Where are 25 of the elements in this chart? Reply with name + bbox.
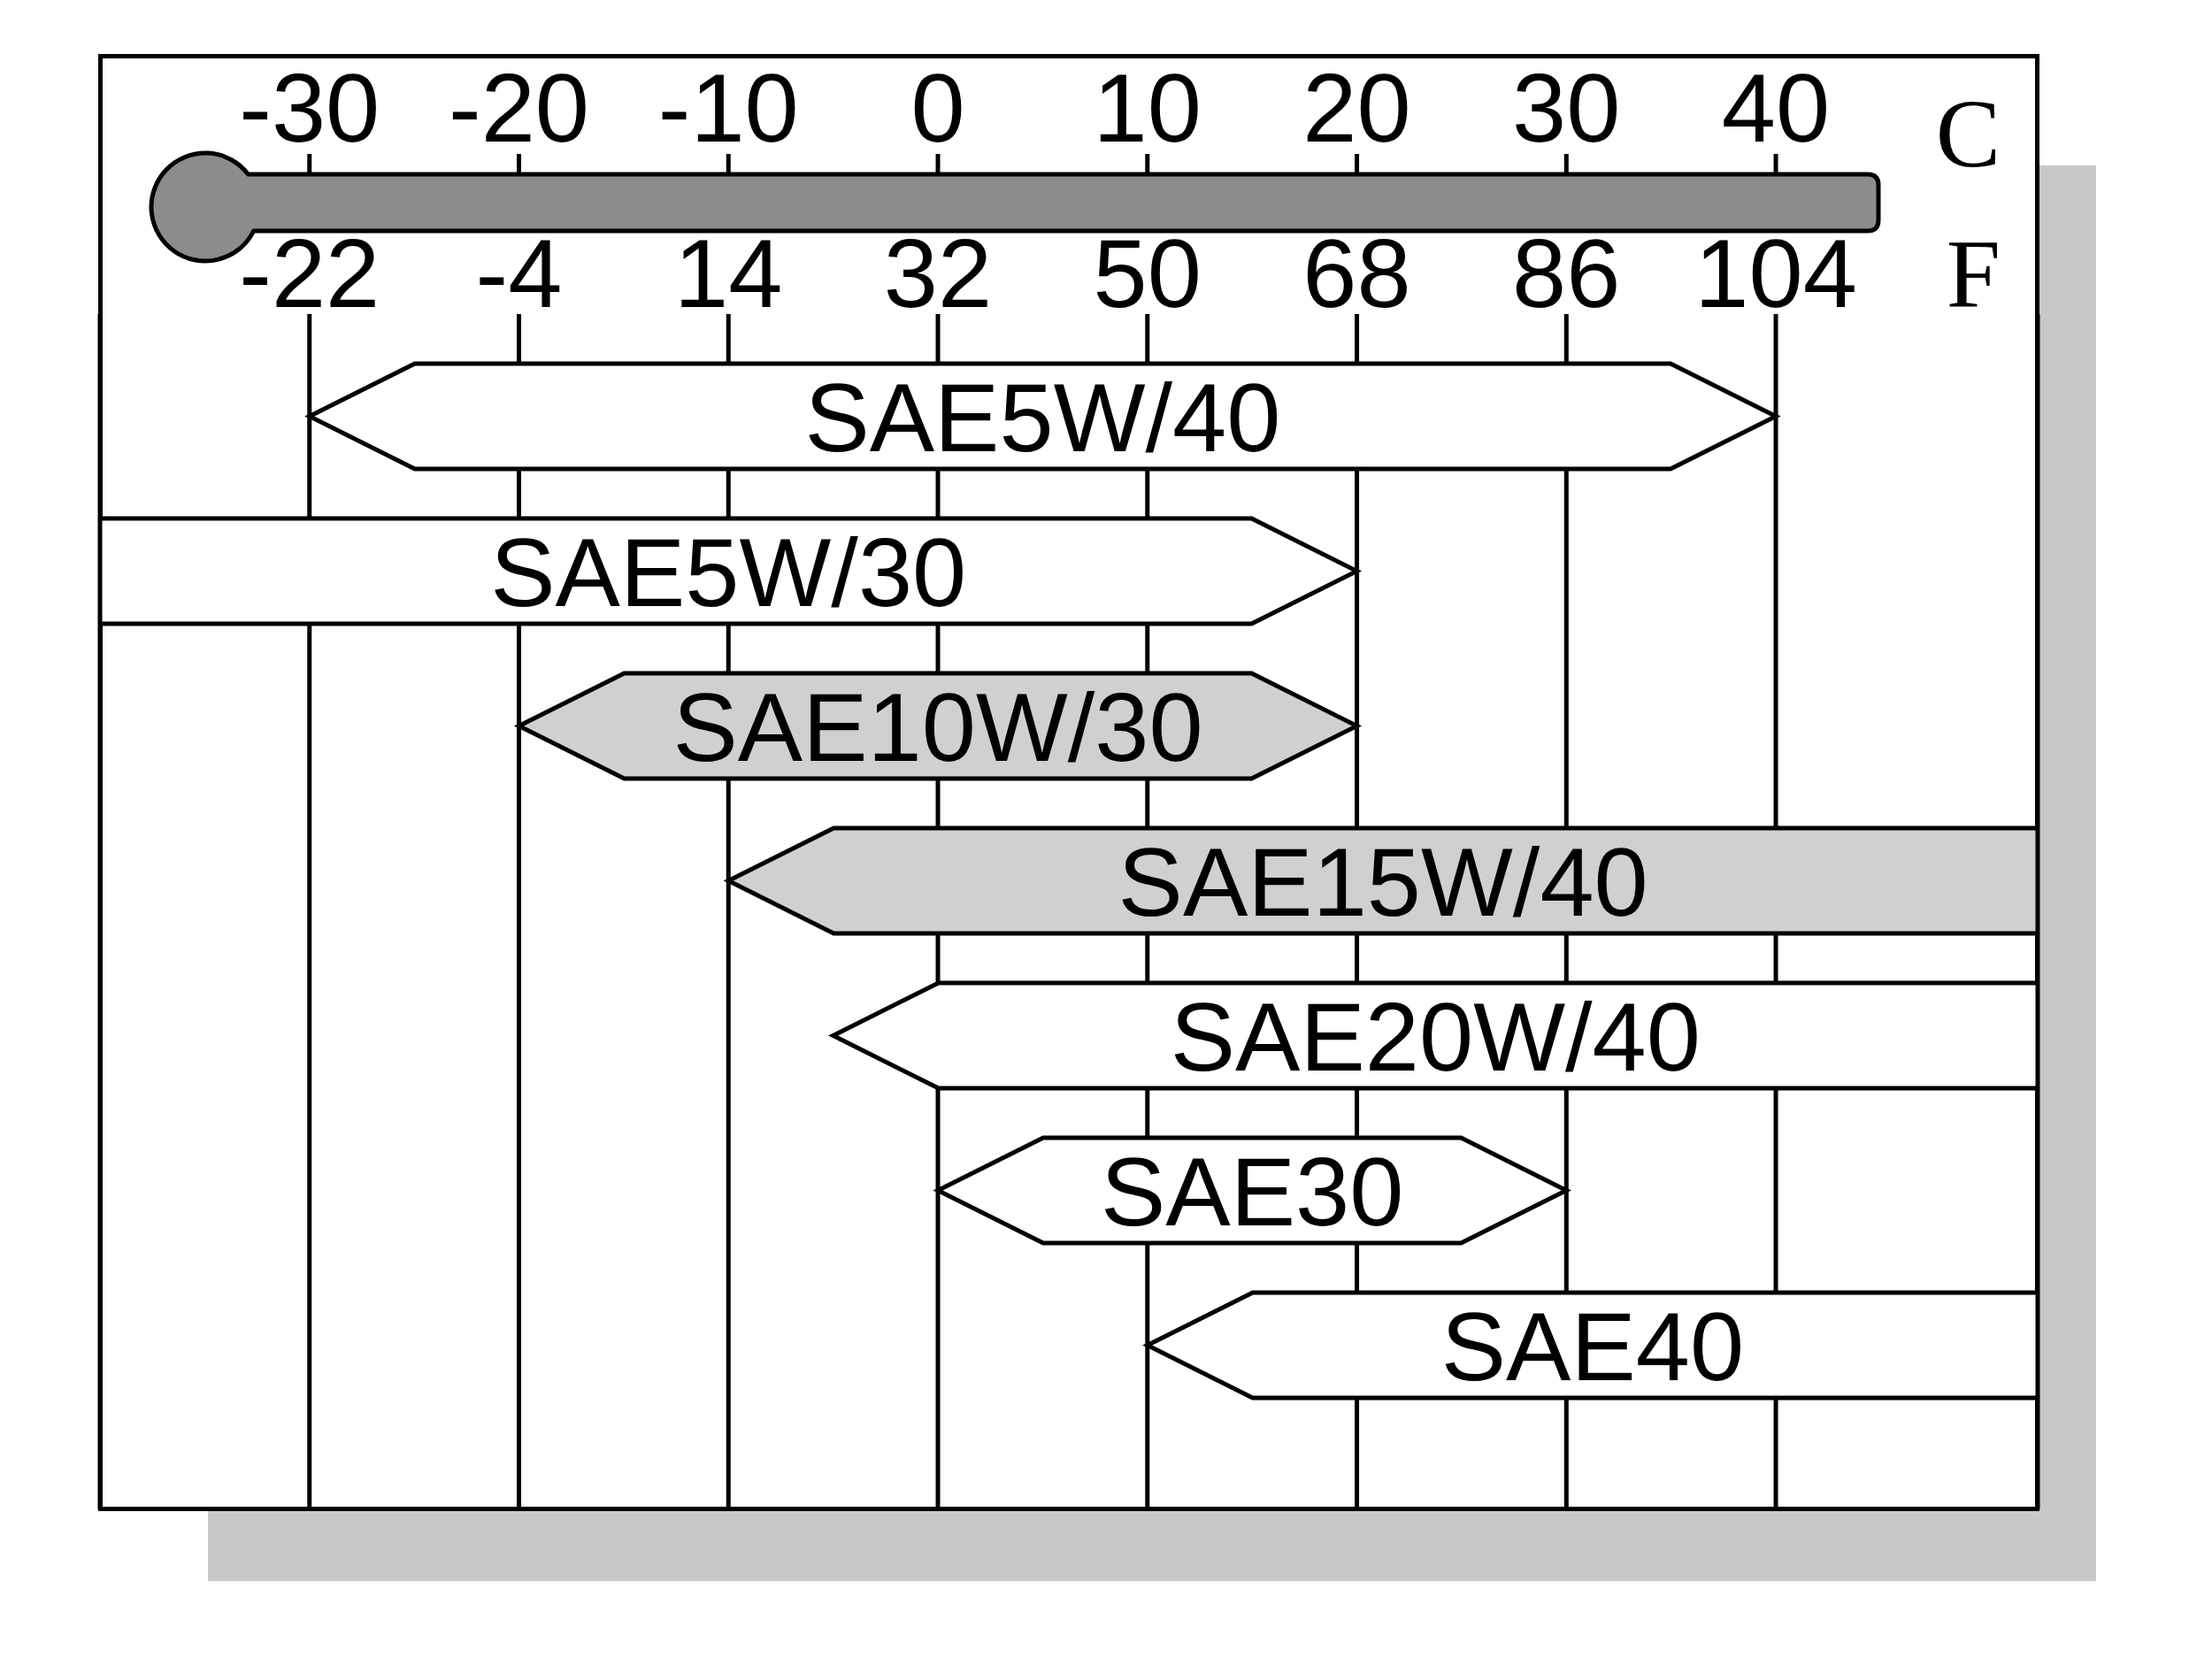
x-tick-label: 40 [1721,53,1831,162]
y-tick-label: SAE40 [1440,1292,1745,1401]
x-axis-title: C [1935,80,2001,188]
y-tick-label: SAE20W/40 [1170,982,1701,1092]
x-tick-label: -20 [449,53,590,162]
x2-tick-label: 50 [1093,219,1202,327]
x-tick-label: 30 [1512,53,1621,162]
x2-tick-label: 32 [883,219,993,327]
x2-tick-label: 86 [1512,219,1621,327]
x2-axis-title: F [1946,220,2001,328]
x2-tick-label: -4 [475,219,563,327]
x-tick-label: -30 [239,53,380,162]
x2-tick-label: 68 [1302,219,1411,327]
x2-tick-label: -22 [239,219,380,327]
x2-tick-label: 14 [674,219,783,327]
y-tick-label: SAE30 [1100,1137,1404,1247]
y-tick-label: SAE5W/30 [490,518,967,627]
y-tick-label: SAE5W/40 [804,363,1281,472]
x-tick-label: 20 [1302,53,1411,162]
y-tick-label: SAE10W/30 [672,672,1203,782]
y-tick-label: SAE15W/40 [1118,827,1648,937]
x-tick-label: 0 [910,53,965,162]
x2-tick-label: 104 [1694,219,1857,327]
x-tick-label: 10 [1093,53,1202,162]
x-tick-label: -10 [657,53,799,162]
